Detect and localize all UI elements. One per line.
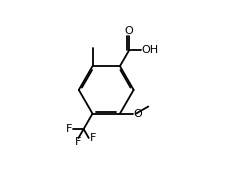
Text: F: F xyxy=(66,124,72,134)
Text: OH: OH xyxy=(141,45,158,55)
Text: O: O xyxy=(124,26,133,36)
Text: F: F xyxy=(75,137,82,147)
Text: F: F xyxy=(90,133,96,143)
Text: O: O xyxy=(133,109,142,119)
